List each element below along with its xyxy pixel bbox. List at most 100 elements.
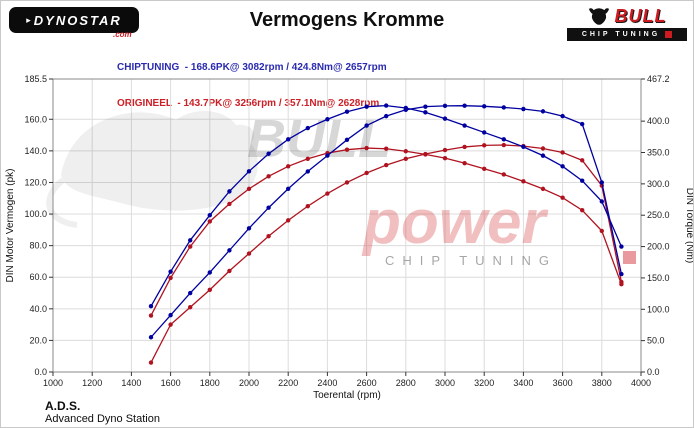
panther-tail-watermark (46, 177, 78, 228)
x-tick-label: 2000 (239, 378, 259, 388)
bull-brand-strip-text: CHIP TUNING (581, 31, 661, 38)
dynostar-logo-suffix: .com (113, 30, 132, 39)
series-marker (540, 109, 546, 114)
series-marker (227, 268, 232, 274)
series-marker (286, 137, 291, 142)
series-marker (482, 166, 487, 172)
series-marker (364, 145, 369, 151)
x-tick-label: 3600 (553, 378, 573, 388)
series-marker (325, 117, 330, 122)
series-marker (344, 137, 350, 143)
series-marker (266, 233, 271, 239)
right-tick-label: 350.0 (647, 148, 670, 158)
x-tick-label: 3200 (474, 378, 494, 388)
series-marker (599, 199, 604, 204)
series-marker (227, 189, 232, 194)
series-marker (207, 213, 212, 218)
bullpower-logo: BULL CHIP TUNING (567, 5, 687, 41)
series-marker (246, 169, 252, 174)
series-marker (462, 160, 467, 166)
series-marker (384, 113, 389, 119)
left-tick-label: 120.0 (24, 177, 47, 187)
series-marker (482, 143, 487, 148)
series-marker (148, 313, 154, 318)
footer-name: Advanced Dyno Station (45, 413, 160, 425)
series-marker (148, 335, 154, 340)
series-marker (305, 156, 310, 161)
series-marker (482, 104, 487, 109)
footer: A.D.S. Advanced Dyno Station (45, 399, 160, 426)
series-marker (442, 116, 448, 121)
bull-brand-strip: CHIP TUNING (567, 28, 687, 41)
series-marker (442, 147, 448, 153)
series-marker (540, 186, 546, 192)
series-marker (188, 244, 193, 249)
series-marker (325, 153, 330, 158)
series-marker (599, 228, 604, 234)
right-tick-label: 300.0 (647, 179, 670, 189)
x-tick-label: 4000 (631, 378, 651, 388)
series-marker (501, 172, 506, 177)
footer-abbr: A.D.S. (45, 399, 81, 413)
series-marker (501, 142, 506, 148)
series-marker (148, 360, 154, 365)
bullpower-logo-top: BULL (567, 5, 687, 28)
series-marker (501, 105, 506, 110)
watermark-bull: BULL (247, 109, 391, 169)
x-tick-label: 1200 (82, 378, 102, 388)
right-tick-label: 400.0 (647, 116, 670, 126)
series-marker (540, 153, 546, 158)
series-marker (207, 219, 212, 224)
series-marker (266, 151, 271, 156)
chart-series (148, 103, 624, 365)
x-tick-label: 1400 (121, 378, 141, 388)
bull-icon (588, 8, 609, 25)
series-marker (423, 104, 428, 109)
series-marker (168, 269, 173, 274)
series-marker (286, 186, 291, 191)
series-marker (364, 123, 369, 128)
series-marker (188, 305, 193, 310)
series-marker (423, 110, 428, 115)
series-marker (188, 290, 193, 296)
series-marker (227, 201, 232, 207)
page-title: Vermogens Kromme (249, 9, 445, 31)
series-marker (305, 125, 310, 131)
series-marker (168, 322, 173, 327)
right-tick-label: 50.0 (647, 336, 665, 346)
series-marker (344, 180, 350, 185)
series-marker (384, 103, 389, 108)
chart-axes: 0.0 20.0 40.0 60.0 80.0 100.0 120.0 140.0 160.0 1… (5, 74, 693, 401)
series-marker (619, 279, 624, 285)
watermark-red-square (623, 251, 636, 264)
series-marker (442, 103, 448, 109)
series-marker (482, 130, 487, 135)
legend-chiptuning: CHIPTUNING - 168.6PK@ 3082rpm / 424.8Nm@… (117, 62, 387, 73)
left-tick-label: 185.5 (24, 74, 47, 84)
series-marker (462, 103, 467, 108)
series-marker (305, 203, 310, 209)
series-marker (521, 106, 526, 112)
series-marker (580, 207, 585, 213)
series-marker (286, 218, 291, 223)
bull-brand-name: BULL (614, 6, 667, 26)
watermark-chip-tuning: CHIP TUNING (385, 253, 557, 268)
series-marker (580, 158, 585, 163)
left-axis-title: DIN Motor Vermogen (pk) (5, 169, 16, 283)
series-marker (286, 164, 291, 169)
series-marker (266, 174, 271, 179)
series-marker (246, 186, 252, 192)
series-marker (560, 150, 565, 155)
series-marker (599, 180, 604, 185)
x-tick-label: 1000 (43, 378, 63, 388)
series-marker (364, 104, 369, 109)
x-tick-label: 3800 (592, 378, 612, 388)
panther-watermark (61, 110, 258, 211)
series-marker (325, 191, 330, 196)
series-marker (403, 107, 408, 113)
series-marker (168, 275, 173, 281)
series-marker (462, 144, 467, 150)
series-marker (560, 164, 565, 169)
series-marker (305, 169, 310, 174)
watermark-power: power (361, 188, 548, 257)
